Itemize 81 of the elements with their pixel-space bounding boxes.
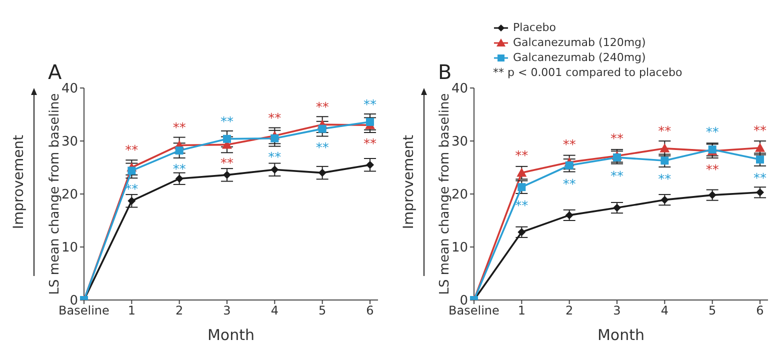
data-label: **	[515, 199, 529, 214]
legend-label: Galcanezumab (240mg)	[513, 50, 646, 65]
point	[128, 166, 136, 175]
data-label: **	[706, 163, 720, 178]
y-axis-title: LS mean change from baseline	[48, 93, 63, 295]
y-tick-label: 30	[61, 134, 78, 150]
x-tick-label: 6	[366, 304, 374, 318]
point	[366, 160, 374, 169]
data-label: **	[220, 156, 234, 172]
text: ** p < 0.001 compared to placebo	[493, 65, 682, 80]
y-tick-label: 10	[451, 240, 468, 256]
text: Improvement	[11, 134, 27, 232]
y-axis-title: LS mean change from baseline	[438, 93, 453, 295]
x-tick-label: 3	[613, 304, 621, 318]
chart-title: A	[48, 60, 62, 84]
data-label: **	[268, 112, 282, 127]
point	[128, 196, 136, 205]
x-axis-title: Month	[597, 326, 645, 344]
point	[366, 118, 374, 126]
data-label: **	[610, 132, 624, 147]
point	[565, 211, 574, 220]
data-label: **	[364, 137, 377, 152]
point	[613, 153, 621, 162]
x-tick-label: 3	[223, 304, 231, 318]
point	[270, 134, 279, 142]
point	[175, 174, 184, 183]
x-tick-label: 4	[660, 304, 668, 318]
text: Improvement	[401, 134, 417, 232]
x-tick-label: 4	[270, 304, 278, 318]
y-tick-label: 30	[451, 134, 468, 150]
x-tick-label: 2	[566, 304, 574, 318]
point	[565, 161, 574, 170]
data-label: **	[562, 177, 576, 192]
chart-title: B	[438, 60, 452, 84]
point	[755, 142, 765, 152]
x-tick-label: 5	[318, 304, 326, 318]
x-axis-title: Month	[207, 326, 255, 344]
data-label: **	[172, 121, 186, 136]
data-label: **	[316, 100, 330, 116]
data-label: **	[706, 125, 720, 140]
x-tick-label: 1	[128, 304, 136, 318]
x-tick-label: 1	[518, 304, 526, 318]
data-label: **	[658, 124, 672, 140]
y-tick-label: 40	[451, 82, 468, 97]
data-label: **	[658, 172, 672, 188]
point	[518, 228, 526, 236]
point	[660, 143, 670, 152]
point	[223, 134, 231, 143]
data-label: **	[364, 98, 377, 113]
data-label: **	[220, 114, 234, 130]
point	[175, 146, 184, 155]
point	[516, 168, 527, 177]
data-label: **	[172, 162, 186, 178]
point	[756, 156, 764, 164]
y-tick-label: 20	[451, 188, 468, 203]
legend-label: Galcanezumab (120mg)	[513, 35, 646, 50]
y-tick-label: 20	[61, 188, 78, 203]
point	[708, 191, 716, 200]
data-label: **	[562, 138, 576, 154]
point	[660, 156, 669, 165]
legend-label: Placebo	[513, 20, 556, 35]
data-label: **	[610, 169, 624, 184]
point	[613, 204, 621, 212]
x-tick-label: 2	[176, 304, 184, 318]
x-tick-label: 6	[756, 304, 764, 318]
y-tick-label: 40	[61, 82, 78, 97]
x-tick-label: 5	[708, 304, 716, 318]
point	[318, 124, 326, 133]
point	[318, 168, 326, 177]
point	[518, 183, 526, 192]
data-label: **	[316, 140, 330, 156]
data-label: **	[125, 144, 139, 158]
data-label: **	[515, 148, 529, 164]
data-label: **	[754, 172, 767, 187]
data-label: **	[268, 150, 282, 166]
point	[756, 188, 764, 196]
data-label: **	[754, 124, 767, 139]
y-tick-label: 10	[61, 240, 78, 256]
point	[660, 196, 669, 204]
point	[223, 170, 231, 179]
point	[270, 166, 279, 174]
